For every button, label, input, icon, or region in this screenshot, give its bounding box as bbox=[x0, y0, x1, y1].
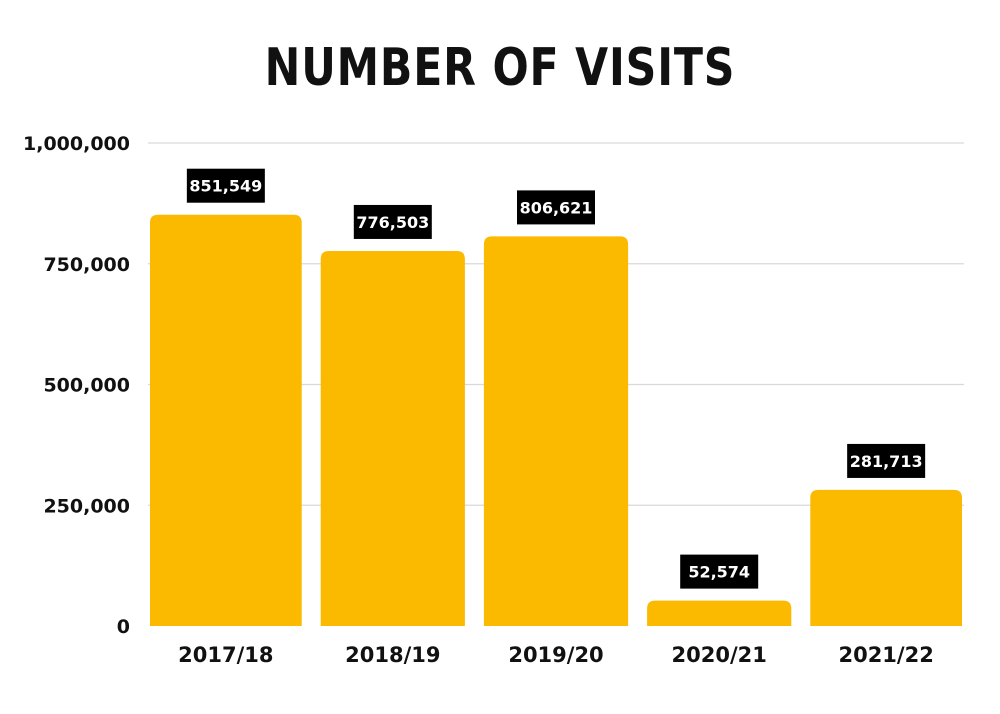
bar-2017-18 bbox=[150, 214, 302, 626]
x-tick-label: 2020/21 bbox=[672, 643, 767, 667]
x-tick-label: 2019/20 bbox=[508, 643, 603, 667]
axis-labels: 0 250,000 500,000 750,000 1,000,000 2017/18 20… bbox=[23, 133, 934, 667]
data-labels: 851,549 776,503 806,621 52,574 281,713 bbox=[186, 168, 926, 589]
y-tick-label: 250,000 bbox=[43, 495, 130, 517]
data-label: 806,621 bbox=[520, 198, 593, 217]
data-label-box bbox=[517, 190, 595, 225]
data-label: 281,713 bbox=[850, 452, 923, 471]
bar-2020-21 bbox=[647, 600, 792, 626]
data-label-box bbox=[186, 168, 265, 203]
x-tick-label: 2018/19 bbox=[345, 643, 440, 667]
x-tick-label: 2017/18 bbox=[178, 643, 273, 667]
data-label-box bbox=[353, 204, 432, 239]
y-tick-label: 750,000 bbox=[43, 254, 130, 276]
bar-2019-20 bbox=[483, 236, 629, 627]
data-label-box bbox=[847, 443, 926, 478]
y-tick-label: 0 bbox=[117, 616, 130, 638]
bars bbox=[150, 214, 962, 627]
data-label: 851,549 bbox=[189, 177, 262, 196]
bar-2021-22 bbox=[810, 489, 962, 626]
x-tick-label: 2021/22 bbox=[838, 643, 933, 667]
data-label-box bbox=[680, 554, 759, 589]
chart-title: NUMBER OF VISITS bbox=[264, 38, 736, 98]
y-tick-label: 500,000 bbox=[43, 375, 130, 397]
data-label: 52,574 bbox=[688, 563, 750, 582]
y-tick-label: 1,000,000 bbox=[23, 133, 130, 155]
bar-2018-19 bbox=[320, 250, 465, 627]
data-label: 776,503 bbox=[356, 213, 429, 232]
